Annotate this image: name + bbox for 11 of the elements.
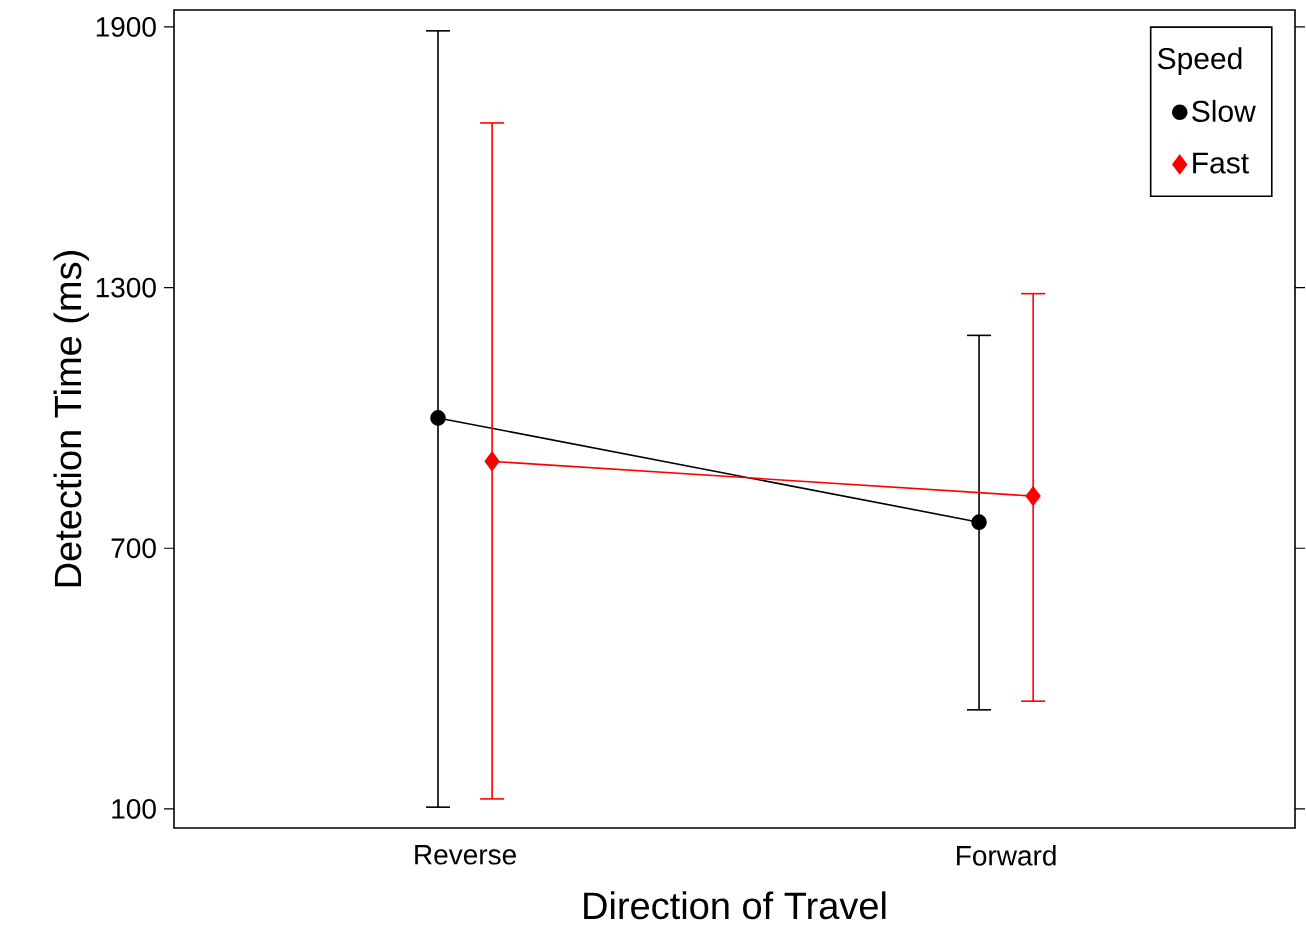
y-tick-label: 1300 — [96, 277, 156, 298]
x-tick-label: Forward — [957, 845, 1056, 866]
legend-title: Speed — [1157, 47, 1242, 76]
y-tick-label: 1900 — [96, 17, 156, 37]
legend-label: Slow — [1192, 99, 1256, 122]
y-tick-label: 100 — [112, 798, 156, 819]
legend-label: Fast — [1193, 152, 1249, 174]
y-tick-label: 700 — [111, 538, 156, 559]
x-tick-label: Reverse — [415, 845, 516, 865]
x-axis-title: Direction of Travel — [584, 891, 886, 920]
y-axis-title: Detection Time (ms) — [53, 251, 89, 587]
